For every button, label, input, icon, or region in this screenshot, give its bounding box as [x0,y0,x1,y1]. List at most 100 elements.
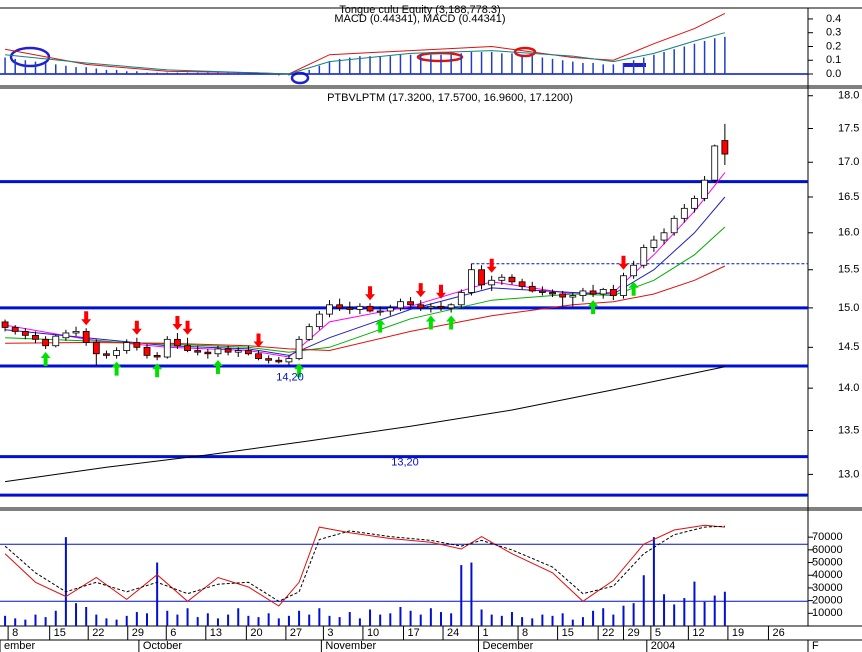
candle-body [103,353,110,356]
y-tick-label: 50000 [812,556,843,568]
candle-body [42,338,50,347]
buy-arrow [294,363,305,378]
y-tick-label: 60000 [812,544,843,556]
macd-line [5,12,726,75]
candle-body [457,292,465,306]
y-tick-label: 0.2 [826,40,841,52]
candle-body [518,281,526,287]
candle-body [163,338,171,358]
candle-body [11,327,19,332]
candle-body [184,345,191,351]
y-tick-label: 17.5 [838,122,859,134]
candle-body [295,338,303,360]
y-tick-label: 15.5 [838,264,859,276]
candle-body [244,350,252,355]
y-tick-label: 0.4 [826,13,841,25]
candle-body [234,350,242,353]
candle-body [701,179,708,199]
candle-body [133,342,141,348]
candle-body [265,358,273,361]
candle-body [691,197,698,209]
candle-body [569,295,577,298]
sell-arrow [182,320,193,335]
candle-body [407,301,414,306]
candle-body [194,350,202,353]
y-tick-label: 13.5 [838,424,859,436]
y-tick-label: 20000 [812,595,843,607]
x-tick-label: 12 [692,627,704,639]
candle-body [640,247,648,266]
candle-body [609,289,617,296]
y-tick-label: 14.5 [838,341,859,353]
candle-body [275,359,283,363]
x-tick-label: 5 [655,627,661,639]
candle-body [508,276,516,283]
sell-arrow [486,258,497,273]
candle-body [538,290,546,293]
month-label: F [812,640,819,652]
x-tick-label: 3 [327,627,333,639]
y-tick-label: 14.0 [838,382,859,394]
sell-arrow [81,311,92,326]
sell-arrow [253,333,264,348]
moving-average [5,366,726,483]
y-tick-label: 0.1 [826,54,841,66]
candle-body [620,275,627,296]
candle-body [356,305,364,310]
candle-body [1,321,9,328]
buy-arrow [375,318,386,333]
price-annotation: 14,20 [276,372,304,384]
candle-body [630,264,638,277]
y-tick-label: 40000 [812,569,843,581]
x-tick-label: 15 [562,627,574,639]
buy-arrow [588,300,599,315]
price-annotation: 13,20 [391,457,419,469]
sell-arrow [172,315,183,330]
buy-arrow [628,281,639,296]
candle-body [366,305,374,312]
candle-body [417,304,425,309]
month-label: ember [4,640,36,652]
x-tick-label: 20 [250,627,262,639]
highlight-ellipse [290,71,310,85]
candle-body [113,350,120,356]
candle-body [660,232,668,241]
candle-body [174,338,181,347]
candle-body [82,330,90,343]
x-tick-label: 8 [522,627,528,639]
candle-body [559,293,567,298]
candle-body [670,217,678,234]
macd-title: Tongue culu Equity (3,188,778.3) [339,4,500,16]
candle-body [214,348,222,355]
x-tick-label: 13 [210,627,222,639]
y-tick-label: 0.3 [826,27,841,39]
buy-arrow [152,363,163,378]
y-tick-label: 70000 [812,531,843,543]
candle-body [32,334,39,340]
candle-body [346,307,354,310]
month-label: October [143,640,182,652]
sell-arrow [415,283,426,298]
x-tick-label: 26 [772,627,784,639]
candle-body [650,239,658,248]
y-tick-label: 0.0 [826,68,841,80]
candle-body [72,330,80,334]
candle-body [468,269,475,293]
macd-line [5,32,726,75]
y-tick-label: 30000 [812,582,843,594]
price-title: PTBVLPTM (17.3200, 17.5700, 16.9600, 17.… [327,92,573,104]
buy-arrow [40,351,51,366]
candle-body [599,289,607,295]
candle-body [376,310,384,313]
candle-body [21,330,29,336]
macd-subtitle: MACD (0.44341), MACD (0.44341) [334,13,505,25]
y-tick-label: 13.0 [838,468,859,480]
sell-arrow [436,284,447,299]
stochastic-line [4,524,725,607]
candle-body [336,304,344,309]
candle-body [721,140,729,155]
x-tick-label: 19 [732,627,744,639]
x-tick-label: 15 [54,627,66,639]
candle-body [386,307,394,312]
